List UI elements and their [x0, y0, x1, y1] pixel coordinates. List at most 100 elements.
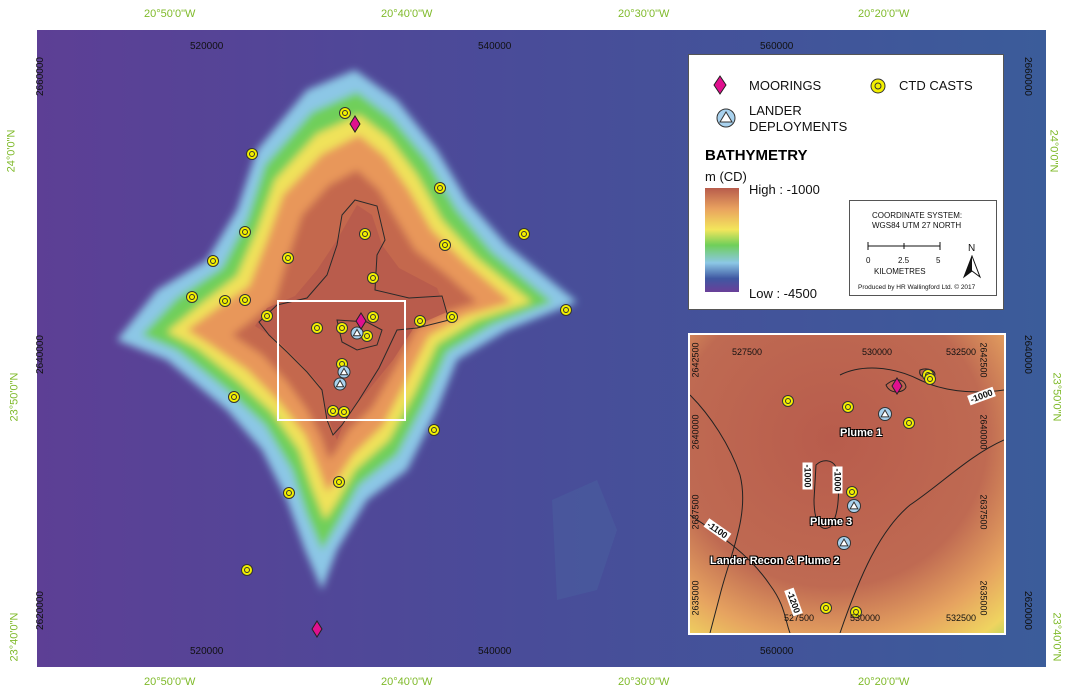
ctd-cast-marker [261, 310, 273, 322]
inset-utm-right: 2637500 [978, 494, 989, 530]
lander-marker-triangle [839, 538, 849, 547]
mooring-marker [311, 620, 323, 638]
plume-3-label: Plume 3 [810, 516, 853, 528]
ctd-cast-marker [338, 406, 350, 418]
ctd-cast-marker-ring [364, 333, 370, 339]
utm-label-left: 2620000 [34, 591, 46, 630]
ctd-cast-marker [241, 564, 253, 576]
ctd-cast-marker-ring [286, 490, 292, 496]
legend-lander-2: DEPLOYMENTS [749, 119, 848, 134]
inset-utm-left: 2640000 [690, 414, 701, 450]
ctd-cast-marker [367, 272, 379, 284]
utm-label-top: 560000 [760, 41, 794, 52]
ctd-cast-marker-ring [244, 567, 250, 573]
ctd-cast-marker [186, 291, 198, 303]
ctd-cast-marker-ring [285, 255, 291, 261]
inset-utm-right: 2640000 [978, 414, 989, 450]
ctd-cast-marker [782, 395, 794, 407]
ctd-cast-marker [239, 226, 251, 238]
inset-utm-bottom: 527500 [784, 613, 815, 623]
ctd-cast-marker [339, 107, 351, 119]
lander-marker-triangle [849, 501, 859, 510]
ctd-cast-marker [446, 311, 458, 323]
ctd-cast-marker [367, 311, 379, 323]
ctd-cast-marker-ring [231, 394, 237, 400]
legend-moorings: MOORINGS [749, 78, 822, 93]
map-legend: MOORINGS CTD CASTS LANDER DEPLOYMENTS BA… [688, 54, 1004, 310]
ctd-cast-marker-ring [210, 258, 216, 264]
utm-label-left: 2640000 [34, 335, 46, 374]
inset-canvas [690, 335, 1004, 633]
ctd-cast-marker-ring [362, 231, 368, 237]
utm-label-right: 2620000 [1021, 591, 1033, 630]
ctd-cast-marker-ring [849, 489, 855, 495]
geo-label-bottom: 20°30'0"W [618, 676, 670, 688]
geo-label-bottom: 20°40'0"W [381, 676, 433, 688]
north-label: N [968, 243, 976, 254]
geo-label-bottom: 20°50'0"W [144, 676, 196, 688]
mooring-diamond-icon [713, 75, 727, 95]
ctd-cast-marker-ring [417, 318, 423, 324]
ctd-cast-marker-ring [342, 110, 348, 116]
plume-1-label: Plume 1 [840, 427, 883, 439]
north-arrow-icon [962, 255, 982, 279]
geo-label-top: 20°20'0"W [858, 8, 910, 20]
utm-label-right: 2640000 [1021, 335, 1033, 374]
geo-label-top: 20°50'0"W [144, 8, 196, 20]
ctd-cast-marker-ring [339, 325, 345, 331]
geo-label-top: 20°40'0"W [381, 8, 433, 20]
ctd-cast-marker [842, 401, 854, 413]
utm-label-left: 2660000 [34, 57, 46, 96]
ctd-cast-marker-ring [437, 185, 443, 191]
inset-utm-top: 532500 [946, 347, 977, 357]
contour-label: -1000 [802, 462, 813, 490]
scale-5: 5 [936, 256, 941, 265]
moorings [311, 115, 367, 638]
ctd-cast-marker [333, 476, 345, 488]
ctd-cast-marker-ring [521, 231, 527, 237]
lander-marker-triangle [339, 367, 349, 376]
ctd-cast-marker [219, 295, 231, 307]
lander-marker-triangle [880, 409, 890, 418]
utm-label-top: 540000 [478, 41, 512, 52]
inset-lander-deployments [837, 407, 892, 550]
ctd-cast-marker [820, 602, 832, 614]
inset-utm-top: 530000 [862, 347, 893, 357]
utm-label-bottom: 540000 [478, 646, 512, 657]
ctd-cast-marker-ring [845, 404, 851, 410]
lander-marker-triangle [335, 379, 345, 388]
contour-label: -1000 [832, 466, 843, 494]
ctd-cast-marker-ring [330, 408, 336, 414]
ctd-cast-marker [439, 239, 451, 251]
utm-label-top: 520000 [190, 41, 224, 52]
ctd-cast-marker-ring [314, 325, 320, 331]
ctd-cast-marker-ring [449, 314, 455, 320]
ctd-cast-marker [903, 417, 915, 429]
ctd-cast-marker [359, 228, 371, 240]
ctd-cast-marker-ring [823, 605, 829, 611]
inset-utm-left: 2635000 [690, 580, 701, 616]
geo-label-left: 24°0'0"N [5, 129, 18, 173]
utm-label-right: 2660000 [1021, 57, 1033, 96]
ctd-cast-marker [283, 487, 295, 499]
ctd-cast-marker [428, 424, 440, 436]
geo-label-right: 23°40'0"N [1050, 612, 1063, 662]
inset-utm-right: 2642500 [978, 342, 989, 378]
ctd-casts [186, 107, 572, 576]
inset-utm-left: 2642500 [690, 342, 701, 378]
lander-triangle-icon [716, 108, 736, 128]
inset-utm-right: 2635000 [978, 580, 989, 616]
geo-label-top: 20°30'0"W [618, 8, 670, 20]
ctd-cast-marker-ring [222, 298, 228, 304]
ctd-cast-marker-ring [785, 398, 791, 404]
ctd-cast-marker-ring [249, 151, 255, 157]
ctd-cast-marker [239, 294, 251, 306]
ctd-cast-marker [518, 228, 530, 240]
geo-label-left: 23°50'0"N [8, 372, 21, 422]
ctd-cast-marker-ring [853, 609, 859, 615]
inset-map: 527500 530000 532500 527500 530000 53250… [688, 333, 1006, 635]
ctd-cast-marker [850, 606, 862, 618]
ctd-cast-marker-ring [242, 297, 248, 303]
ctd-cast-marker-ring [442, 242, 448, 248]
scale-0: 0 [866, 256, 871, 265]
